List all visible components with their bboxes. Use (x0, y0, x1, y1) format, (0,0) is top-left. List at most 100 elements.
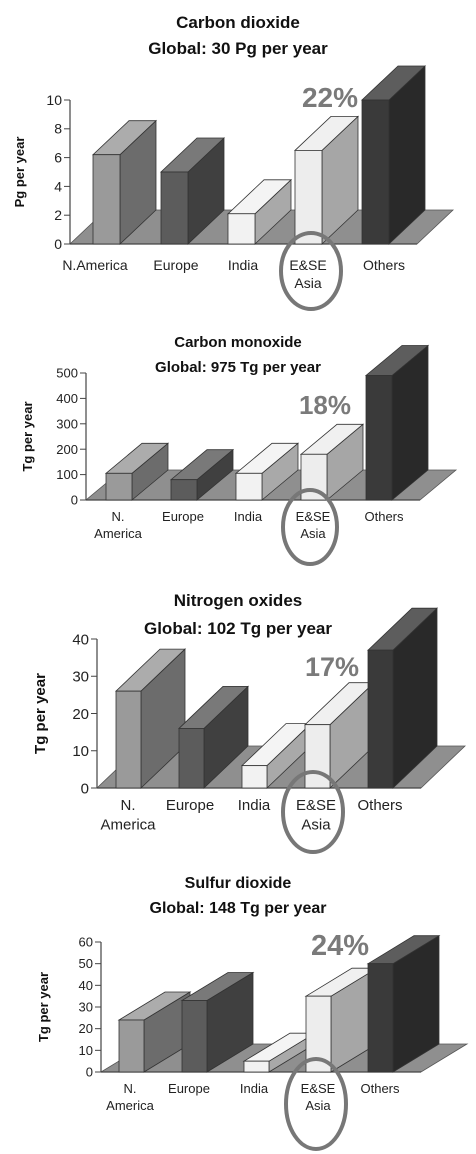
bar-5 (364, 344, 430, 501)
category-label: Europe (153, 257, 198, 273)
bar-2 (169, 448, 235, 501)
category-label: India (238, 797, 271, 814)
bar-3 (234, 442, 300, 501)
bar-front (367, 963, 394, 1073)
bar-2 (178, 685, 249, 789)
bar-5 (366, 934, 441, 1073)
y-tick-label: 6 (54, 150, 62, 166)
y-tick-label: 0 (54, 236, 62, 252)
bar-front (92, 154, 121, 245)
highlight-percentage: 24% (311, 930, 369, 962)
bar-front (304, 724, 331, 789)
y-tick-label: 400 (56, 391, 78, 406)
y-axis-label: Tg per year (20, 401, 35, 471)
y-tick-label: 20 (72, 706, 89, 723)
highlight-percentage: 17% (305, 652, 359, 682)
y-tick-label: 10 (72, 743, 89, 760)
bar-1 (117, 991, 192, 1073)
chart-title: Carbon dioxide (176, 13, 300, 32)
y-tick-label: 4 (54, 178, 62, 194)
y-tick-label: 8 (54, 121, 62, 137)
bar-4 (304, 967, 379, 1073)
y-axis-label: Tg per year (36, 972, 51, 1042)
y-tick-label: 10 (79, 1043, 93, 1058)
bar-front (365, 375, 393, 501)
bar-2 (159, 137, 226, 245)
bar-front (170, 479, 198, 501)
category-label-line: Asia (305, 1098, 331, 1113)
category-label: E&SE Asia (289, 257, 326, 291)
category-label-line: Asia (301, 817, 331, 834)
bar-front (115, 690, 142, 789)
bar-front (243, 1060, 270, 1073)
category-label-line: India (238, 797, 271, 814)
bar-front (227, 213, 256, 245)
bar-1 (115, 648, 186, 789)
category-label: N. America (94, 509, 142, 541)
category-label-line: India (228, 257, 259, 273)
bar-1 (91, 119, 158, 245)
bar-1 (104, 442, 170, 501)
bar-front (367, 649, 394, 789)
category-label: N. America (100, 797, 156, 834)
bar-front (294, 149, 323, 245)
y-tick-label: 0 (81, 780, 89, 797)
category-label-line: Others (363, 257, 405, 273)
category-label-line: E&SE (296, 797, 336, 814)
y-tick-label: 2 (54, 207, 62, 223)
y-tick-label: 300 (56, 416, 78, 431)
bar-front (361, 99, 390, 245)
highlight-ellipse (279, 231, 343, 311)
y-tick-label: 100 (56, 467, 78, 482)
y-axis-label: Pg per year (12, 137, 27, 208)
category-label-line: America (100, 817, 156, 834)
bar-front (241, 765, 268, 789)
category-label: India (234, 509, 263, 524)
y-tick-label: 10 (46, 92, 62, 108)
category-label-line: E&SE (296, 509, 331, 524)
bar-front (235, 472, 263, 501)
y-axis-label: Tg per year (32, 673, 49, 754)
category-label-line: India (234, 509, 263, 524)
category-label-line: India (240, 1081, 269, 1096)
y-tick-label: 500 (56, 366, 78, 381)
category-label: Europe (168, 1081, 210, 1096)
chart-subtitle: Global: 30 Pg per year (148, 39, 328, 58)
bar-4 (293, 115, 360, 245)
category-label-line: N. (124, 1081, 137, 1096)
chart-3: Nitrogen oxides Global: 102 Tg per year 0 1… (32, 591, 466, 854)
bar-2 (180, 971, 255, 1073)
y-tick-label: 40 (79, 978, 93, 993)
y-tick-label: 50 (79, 956, 93, 971)
y-tick-label: 200 (56, 442, 78, 457)
category-label: Europe (162, 509, 204, 524)
bar-front (160, 171, 189, 245)
category-label-line: Asia (294, 275, 321, 291)
y-tick-label: 30 (79, 1000, 93, 1015)
category-label: Others (360, 1081, 400, 1096)
y-tick-label: 0 (86, 1065, 93, 1080)
chart-1: Carbon dioxide Global: 30 Pg per year 0 2 4 6… (12, 13, 455, 311)
category-label: India (228, 257, 259, 273)
category-label-line: N. (112, 509, 125, 524)
category-label: E&SE Asia (301, 1081, 336, 1113)
chart-4: Sulfur dioxide Global: 148 Tg per year 0 10… (36, 875, 469, 1151)
category-label-line: N. (121, 797, 136, 814)
category-label: Europe (166, 797, 214, 814)
y-tick-label: 30 (72, 669, 89, 686)
highlight-ellipse (284, 1057, 348, 1151)
bar-front (105, 472, 133, 501)
bar-front (181, 1000, 208, 1073)
highlight-percentage: 22% (302, 82, 358, 113)
category-label-line: N.America (62, 257, 128, 273)
y-tick-label: 20 (79, 1021, 93, 1036)
chart-title: Carbon monoxide (174, 334, 302, 351)
category-label: India (240, 1081, 269, 1096)
category-label-line: E&SE (301, 1081, 336, 1096)
chart-title: Sulfur dioxide (185, 875, 292, 892)
category-label-line: Others (364, 509, 404, 524)
category-label: E&SE Asia (296, 509, 331, 541)
category-label-line: America (94, 526, 142, 541)
category-label-line: Others (357, 797, 402, 814)
